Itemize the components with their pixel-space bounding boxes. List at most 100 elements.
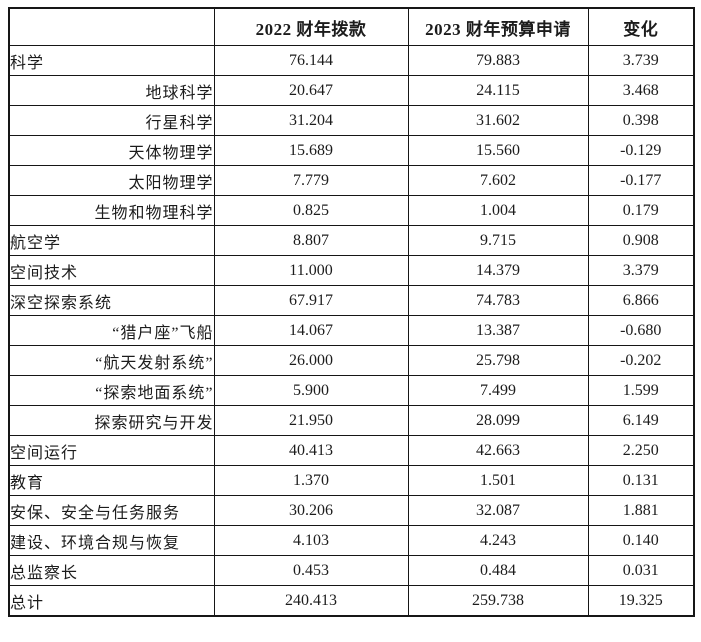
fy2022-appropriation-cell: 0.453 [213,555,409,586]
table-row: “航天发射系统” 26.000 25.798 -0.202 [8,345,695,376]
table-header-row: 2022 财年拨款 2023 财年预算申请 变化 [8,7,695,46]
fy2023-request-cell: 259.738 [407,585,589,617]
fy2022-appropriation-cell: 31.204 [213,105,409,136]
change-cell: -0.202 [587,345,695,376]
change-cell: 0.031 [587,555,695,586]
table-row: 地球科学 20.647 24.115 3.468 [8,75,695,106]
fy2023-request-cell: 1.501 [407,465,589,496]
row-label-cell: 空间运行 [8,435,215,466]
table-row: 天体物理学 15.689 15.560 -0.129 [8,135,695,166]
change-cell: 0.398 [587,105,695,136]
row-label-cell: 行星科学 [8,105,215,136]
fy2022-appropriation-cell: 67.917 [213,285,409,316]
row-label-cell: 教育 [8,465,215,496]
table-body: 科学 76.144 79.883 3.739 地球科学 20.647 24.115 3.468… [8,45,695,617]
table-row: 探索研究与开发 21.950 28.099 6.149 [8,405,695,436]
table-row: 生物和物理科学 0.825 1.004 0.179 [8,195,695,226]
row-label-cell: 深空探索系统 [8,285,215,316]
change-cell: 3.468 [587,75,695,106]
fy2022-appropriation-cell: 11.000 [213,255,409,286]
table-row: 科学 76.144 79.883 3.739 [8,45,695,76]
fy2023-request-cell: 7.602 [407,165,589,196]
row-label-cell: 总监察长 [8,555,215,586]
table-row: 航空学 8.807 9.715 0.908 [8,225,695,256]
fy2022-appropriation-cell: 7.779 [213,165,409,196]
fy2023-request-cell: 15.560 [407,135,589,166]
row-label-cell: 总计 [8,585,215,617]
change-cell: 3.379 [587,255,695,286]
table-row: 教育 1.370 1.501 0.131 [8,465,695,496]
table-row: 总监察长 0.453 0.484 0.031 [8,555,695,586]
fy2023-request-cell: 14.379 [407,255,589,286]
header-category [8,7,215,46]
row-label-cell: 建设、环境合规与恢复 [8,525,215,556]
header-fy2022-appropriation: 2022 财年拨款 [213,7,409,46]
header-change: 变化 [587,7,695,46]
fy2022-appropriation-cell: 4.103 [213,525,409,556]
row-label-cell: 太阳物理学 [8,165,215,196]
table-row: 总计 240.413 259.738 19.325 [8,585,695,617]
change-cell: 6.149 [587,405,695,436]
row-label-cell: 地球科学 [8,75,215,106]
fy2023-request-cell: 13.387 [407,315,589,346]
fy2022-appropriation-cell: 40.413 [213,435,409,466]
change-cell: 6.866 [587,285,695,316]
table-row: 行星科学 31.204 31.602 0.398 [8,105,695,136]
fy2022-appropriation-cell: 1.370 [213,465,409,496]
change-cell: 19.325 [587,585,695,617]
row-label-cell: 探索研究与开发 [8,405,215,436]
fy2023-request-cell: 9.715 [407,225,589,256]
fy2023-request-cell: 4.243 [407,525,589,556]
change-cell: -0.177 [587,165,695,196]
row-label-cell: 空间技术 [8,255,215,286]
change-cell: 1.881 [587,495,695,526]
fy2023-request-cell: 32.087 [407,495,589,526]
change-cell: 1.599 [587,375,695,406]
fy2022-appropriation-cell: 14.067 [213,315,409,346]
fy2022-appropriation-cell: 76.144 [213,45,409,76]
fy2023-request-cell: 1.004 [407,195,589,226]
header-fy2023-budget-request: 2023 财年预算申请 [407,7,589,46]
row-label-cell: 天体物理学 [8,135,215,166]
fy2023-request-cell: 28.099 [407,405,589,436]
fy2022-appropriation-cell: 26.000 [213,345,409,376]
table-row: 深空探索系统 67.917 74.783 6.866 [8,285,695,316]
change-cell: 0.179 [587,195,695,226]
change-cell: 3.739 [587,45,695,76]
row-label-cell: 生物和物理科学 [8,195,215,226]
fy2023-request-cell: 79.883 [407,45,589,76]
fy2022-appropriation-cell: 21.950 [213,405,409,436]
row-label-cell: “探索地面系统” [8,375,215,406]
fy2022-appropriation-cell: 0.825 [213,195,409,226]
fy2023-request-cell: 0.484 [407,555,589,586]
change-cell: 2.250 [587,435,695,466]
table-row: 空间运行 40.413 42.663 2.250 [8,435,695,466]
change-cell: 0.140 [587,525,695,556]
fy2022-appropriation-cell: 30.206 [213,495,409,526]
fy2022-appropriation-cell: 8.807 [213,225,409,256]
change-cell: 0.131 [587,465,695,496]
table-row: 太阳物理学 7.779 7.602 -0.177 [8,165,695,196]
table-row: 建设、环境合规与恢复 4.103 4.243 0.140 [8,525,695,556]
fy2022-appropriation-cell: 15.689 [213,135,409,166]
row-label-cell: “猎户座”飞船 [8,315,215,346]
row-label-cell: 航空学 [8,225,215,256]
change-cell: -0.680 [587,315,695,346]
row-label-cell: 科学 [8,45,215,76]
fy2022-appropriation-cell: 20.647 [213,75,409,106]
table-row: “猎户座”飞船 14.067 13.387 -0.680 [8,315,695,346]
table-row: 空间技术 11.000 14.379 3.379 [8,255,695,286]
fy2023-request-cell: 74.783 [407,285,589,316]
fy2023-request-cell: 7.499 [407,375,589,406]
fy2022-appropriation-cell: 5.900 [213,375,409,406]
fy2022-appropriation-cell: 240.413 [213,585,409,617]
fy2023-request-cell: 24.115 [407,75,589,106]
fy2023-request-cell: 25.798 [407,345,589,376]
budget-table: 2022 财年拨款 2023 财年预算申请 变化 科学 76.144 79.883 3… [8,7,695,617]
row-label-cell: 安保、安全与任务服务 [8,495,215,526]
change-cell: 0.908 [587,225,695,256]
table-row: “探索地面系统” 5.900 7.499 1.599 [8,375,695,406]
fy2023-request-cell: 31.602 [407,105,589,136]
table-row: 安保、安全与任务服务 30.206 32.087 1.881 [8,495,695,526]
row-label-cell: “航天发射系统” [8,345,215,376]
